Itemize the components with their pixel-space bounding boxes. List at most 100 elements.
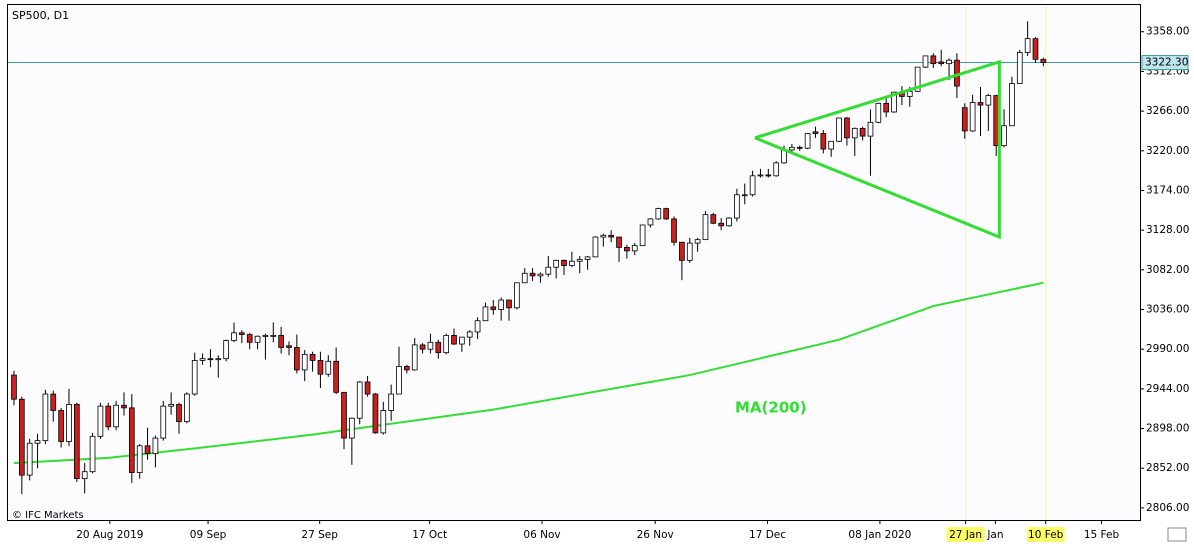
candle-body [129,407,135,473]
candle-body [81,471,88,479]
candle-body [529,272,536,277]
candle-body [820,133,827,150]
candle-body [58,410,64,442]
y-tick-label: 2898.00 [1146,423,1189,435]
candle-body [372,393,379,434]
candle-body [50,393,57,411]
candle-body [600,234,607,238]
x-tick-label: Jan [986,529,1003,541]
x-tick-label: 27 Jan [949,529,982,541]
candle-body [977,102,984,106]
candle-body [851,127,858,139]
candle-body [521,272,528,284]
y-tick-label: 3266.00 [1146,105,1189,117]
candle-body [1040,58,1047,63]
candle-body [419,344,426,350]
candle-body [938,61,945,65]
candle-body [836,117,842,142]
candle-body [859,127,866,137]
x-tick-label: 06 Nov [523,529,560,541]
candle-body [364,381,371,395]
candle-body [914,66,921,92]
candle-body [655,208,662,220]
candle-body [73,404,80,479]
x-tick-label: 26 Nov [637,529,674,541]
candle-body [215,358,222,361]
candle-body [702,214,709,241]
candle-body [498,299,504,310]
candle-body [804,133,811,149]
x-tick-label: 27 Sep [301,529,338,541]
candle-body [946,59,952,65]
candle-body [443,334,449,354]
candle-body [231,332,237,341]
candle-body [34,440,41,444]
candle-body [490,306,497,310]
chart-title: SP500, D1 [12,9,69,22]
candle-body [553,259,559,268]
candle-body [152,437,159,454]
x-tick-highlight [1026,527,1065,542]
candle-body [207,358,214,361]
candle-body [191,360,198,395]
current-price-tag [1141,55,1189,71]
candle-body [466,331,473,338]
candle-body [1032,38,1039,60]
candle-body [97,405,104,437]
y-tick-label: 3174.00 [1146,184,1189,196]
candle-body [451,334,457,345]
candle-body [726,217,732,227]
candle-body [592,236,599,258]
y-tick-label: 3036.00 [1146,304,1189,316]
x-tick-label: 09 Sep [190,529,227,541]
candle-body [278,334,284,348]
y-tick-label: 2990.00 [1146,343,1189,355]
candle-body [388,393,394,411]
candle-body [136,445,143,473]
candle-body [710,214,717,224]
current-price-label: 3322.30 [1145,57,1188,69]
candle-body [325,360,332,375]
triangle-annotation [754,59,1001,240]
candle-body [411,344,418,371]
candle-body [396,366,402,395]
candle-body [286,345,292,348]
candle-body [246,334,253,343]
candle-body [113,404,119,428]
candle-body [647,218,654,226]
candle-body [482,306,489,322]
candle-body [514,282,520,309]
candle-body [569,260,575,266]
candle-body [262,334,269,337]
candle-body [679,241,685,261]
candle-body [773,162,780,177]
candle-body [18,398,25,476]
ma-label: MA(200) [735,399,807,417]
y-tick-label: 2806.00 [1146,502,1189,514]
x-tick-label: 20 Aug 2019 [76,529,143,541]
candle-body [891,91,897,113]
candle-body [624,247,630,252]
candle-body [404,366,410,371]
candle-body [239,332,245,335]
candle-body [639,224,646,247]
x-tick-label: 10 Feb [1028,529,1064,541]
candle-body [168,404,174,407]
candle-body [734,194,740,219]
candle-body [26,442,33,476]
candle-body [309,353,316,361]
candle-body [961,107,968,132]
candle-body [121,404,127,409]
candle-body [270,334,277,337]
y-tick-label: 3358.00 [1146,26,1189,38]
candle-body [341,391,347,439]
candle-body [631,245,638,252]
info-icon[interactable] [1167,527,1187,542]
candle-body [66,404,72,442]
y-tick-label: 3082.00 [1146,264,1189,276]
candle-body [537,273,544,277]
candle-body [789,146,795,151]
y-tick-label: 2852.00 [1146,462,1189,474]
candle-body [301,353,308,371]
